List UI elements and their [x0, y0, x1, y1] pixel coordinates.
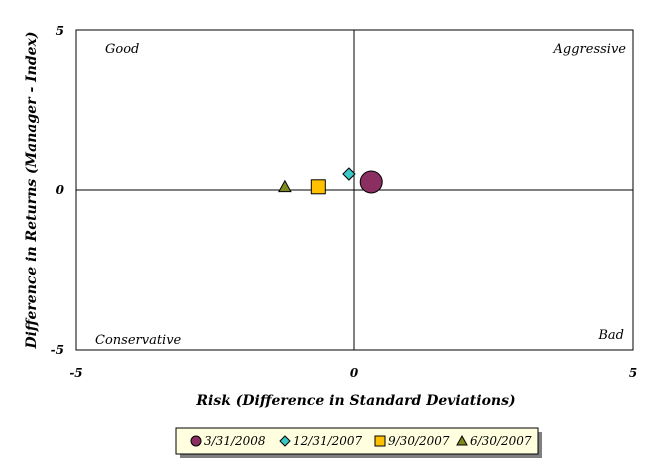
legend-label: 12/31/2007	[293, 434, 363, 448]
legend-label: 3/31/2008	[204, 434, 266, 448]
x-axis-title: Risk (Difference in Standard Deviations)	[195, 393, 515, 409]
y-tick-label: -5	[51, 343, 64, 357]
quadrant-label-conservative: Conservative	[95, 333, 182, 348]
legend-label: 9/30/2007	[388, 434, 450, 448]
y-axis-title: Difference in Returns (Manager - Index)	[24, 31, 40, 349]
legend: 3/31/2008 12/31/2007 9/30/2007 6/30/2007	[175, 427, 542, 458]
data-point-diamond	[342, 167, 356, 181]
legend-box	[175, 427, 539, 455]
x-tick-label: 5	[629, 366, 637, 380]
legend-items: 3/31/2008 12/31/2007 9/30/2007 6/30/2007	[190, 434, 532, 448]
data-point-square	[310, 179, 326, 195]
quadrant-label-bad: Bad	[597, 328, 624, 343]
data-markers	[278, 167, 383, 195]
legend-label: 6/30/2007	[470, 434, 532, 448]
y-tick-label: 0	[56, 183, 65, 197]
x-tick-label: -5	[69, 366, 82, 380]
data-point-triangle	[278, 179, 292, 193]
y-tick-label: 5	[56, 24, 64, 38]
x-tick-label: 0	[350, 366, 359, 380]
legend-marker-triangle	[456, 434, 468, 446]
legend-marker-circle	[190, 435, 202, 447]
legend-marker-diamond	[279, 435, 291, 447]
quadrant-label-good: Good	[105, 42, 139, 57]
quadrant-label-aggressive: Aggressive	[553, 42, 627, 57]
data-point-circle	[359, 170, 383, 194]
legend-marker-square	[374, 435, 386, 447]
